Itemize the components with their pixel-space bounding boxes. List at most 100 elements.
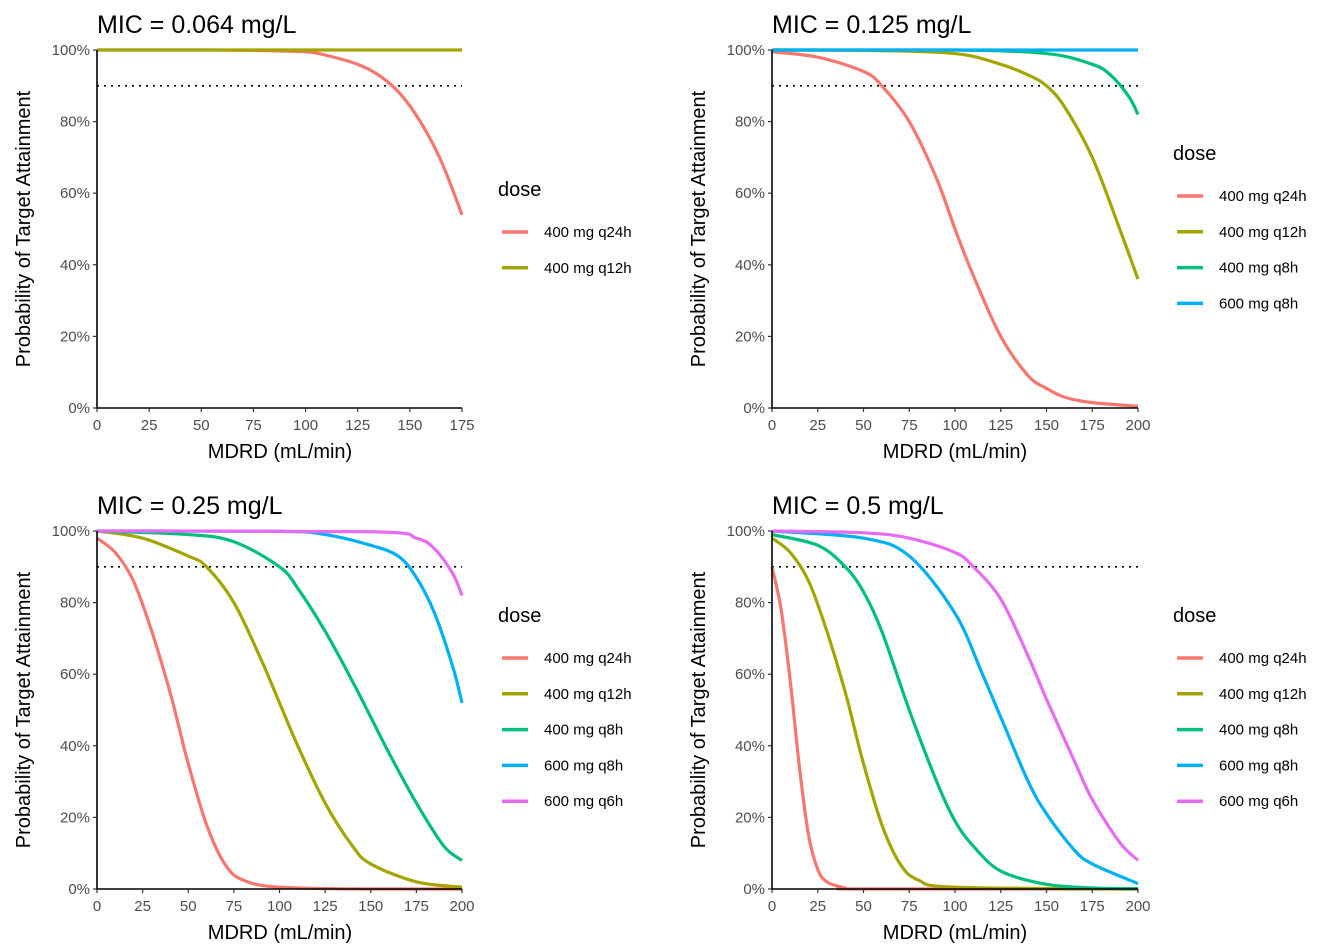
x-tick-label: 0	[93, 417, 101, 434]
legend-label: 400 mg q12h	[1219, 224, 1307, 241]
x-tick-label: 100	[267, 898, 292, 915]
series-line	[771, 529, 1139, 886]
y-tick-label: 40%	[735, 257, 765, 274]
y-tick-label: 60%	[735, 185, 765, 202]
legend-title: dose	[1173, 143, 1216, 165]
series-line	[771, 48, 1140, 280]
series-line	[96, 529, 464, 704]
legend-label: 400 mg q8h	[1219, 260, 1298, 277]
legend-label: 400 mg q24h	[1219, 188, 1307, 205]
x-tick-label: 100	[942, 898, 967, 915]
x-tick-label: 25	[809, 417, 826, 434]
chart-title: MIC = 0.25 mg/L	[97, 492, 283, 520]
y-tick-label: 40%	[60, 738, 90, 755]
legend-title: dose	[498, 179, 541, 201]
series-line	[771, 50, 1139, 408]
x-tick-label: 200	[449, 898, 474, 915]
legend-label: 400 mg q8h	[1219, 722, 1298, 739]
y-tick-label: 100%	[52, 42, 90, 59]
y-tick-label: 20%	[735, 809, 765, 826]
legend-label: 400 mg q12h	[544, 686, 632, 703]
y-tick-label: 60%	[60, 185, 90, 202]
x-tick-label: 50	[855, 417, 872, 434]
legend: dose 400 mg q24h 400 mg q12h 400 mg q8h 600 …	[498, 605, 632, 810]
x-tick-label: 25	[134, 898, 151, 915]
series-line	[96, 529, 464, 597]
x-tick-label: 125	[988, 417, 1013, 434]
y-tick-label: 0%	[743, 400, 765, 417]
series-line	[771, 536, 1139, 891]
y-tick-label: 100%	[727, 42, 765, 59]
y-tick-label: 20%	[60, 328, 90, 345]
chart-panel: MIC = 0.25 mg/L 0% 20% 40% 60% 80% 100% 0 25 50 75…	[13, 492, 632, 944]
legend-label: 600 mg q6h	[544, 793, 623, 810]
legend: dose 400 mg q24h 400 mg q12h 400 mg q8h 600 …	[1173, 143, 1307, 312]
y-tick-label: 60%	[735, 666, 765, 683]
x-tick-label: 150	[358, 898, 383, 915]
chart-title: MIC = 0.5 mg/L	[772, 492, 944, 520]
series-line	[96, 536, 462, 891]
y-tick-label: 80%	[60, 595, 90, 612]
x-tick-label: 75	[901, 898, 918, 915]
x-tick-label: 200	[1125, 417, 1150, 434]
x-tick-label: 25	[809, 898, 826, 915]
legend-title: dose	[498, 605, 541, 627]
x-tick-label: 125	[988, 898, 1013, 915]
x-axis-label: MDRD (mL/min)	[208, 441, 352, 463]
x-tick-label: 0	[93, 898, 101, 915]
y-tick-label: 0%	[68, 881, 90, 898]
legend-label: 400 mg q24h	[544, 650, 632, 667]
x-tick-label: 50	[193, 417, 210, 434]
x-tick-label: 25	[141, 417, 158, 434]
legend-label: 400 mg q24h	[544, 224, 632, 241]
y-tick-label: 20%	[60, 809, 90, 826]
x-tick-label: 125	[345, 417, 370, 434]
x-tick-label: 175	[404, 898, 429, 915]
chart-title: MIC = 0.064 mg/L	[97, 11, 296, 39]
x-tick-label: 100	[293, 417, 318, 434]
x-axis-label: MDRD (mL/min)	[883, 922, 1027, 944]
x-tick-label: 175	[1080, 417, 1105, 434]
legend-label: 600 mg q6h	[1219, 793, 1298, 810]
y-axis-label: Probability of Target Attainment	[13, 90, 35, 367]
x-tick-label: 150	[397, 417, 422, 434]
legend-label: 600 mg q8h	[1219, 757, 1298, 774]
legend: dose 400 mg q24h 400 mg q12h	[498, 179, 632, 277]
legend-label: 400 mg q24h	[1219, 650, 1307, 667]
series-line	[96, 529, 463, 862]
series-line	[771, 533, 1139, 891]
x-tick-label: 75	[226, 898, 243, 915]
y-axis-label: Probability of Target Attainment	[13, 571, 35, 848]
y-tick-label: 20%	[735, 328, 765, 345]
x-axis-label: MDRD (mL/min)	[883, 441, 1027, 463]
x-tick-label: 175	[1080, 898, 1105, 915]
legend-label: 400 mg q12h	[1219, 686, 1307, 703]
legend: dose 400 mg q24h 400 mg q12h 400 mg q8h 600 …	[1173, 605, 1307, 810]
x-tick-label: 50	[180, 898, 197, 915]
y-axis-label: Probability of Target Attainment	[688, 90, 710, 367]
x-tick-label: 150	[1034, 417, 1059, 434]
y-tick-label: 80%	[735, 114, 765, 131]
y-tick-label: 80%	[60, 114, 90, 131]
x-tick-label: 175	[449, 417, 474, 434]
x-tick-label: 50	[855, 898, 872, 915]
x-tick-label: 75	[901, 417, 918, 434]
series-line	[97, 48, 464, 216]
x-tick-label: 150	[1034, 898, 1059, 915]
legend-label: 600 mg q8h	[544, 757, 623, 774]
x-tick-label: 0	[768, 898, 776, 915]
y-tick-label: 100%	[52, 523, 90, 540]
y-tick-label: 0%	[743, 881, 765, 898]
y-tick-label: 0%	[68, 400, 90, 417]
legend-label: 400 mg q12h	[544, 260, 632, 277]
x-tick-label: 100	[942, 417, 967, 434]
x-tick-label: 75	[245, 417, 262, 434]
y-tick-label: 100%	[727, 523, 765, 540]
legend-title: dose	[1173, 605, 1216, 627]
chart-title: MIC = 0.125 mg/L	[772, 11, 971, 39]
legend-label: 400 mg q8h	[544, 722, 623, 739]
x-tick-label: 125	[313, 898, 338, 915]
x-tick-label: 0	[768, 417, 776, 434]
legend-label: 600 mg q8h	[1219, 295, 1298, 312]
